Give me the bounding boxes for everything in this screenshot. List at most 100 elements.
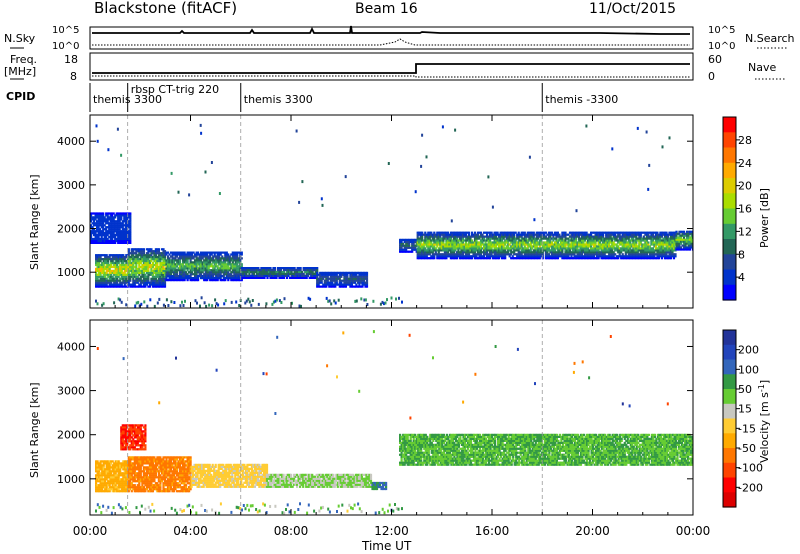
power-cell: [669, 249, 673, 252]
power-cell: [446, 235, 449, 238]
power-cell: [654, 243, 657, 246]
power-cell: [511, 257, 514, 260]
power-cell: [484, 239, 487, 242]
power-cell: [231, 257, 234, 260]
power-cell: [526, 247, 529, 250]
power-cell: [147, 285, 150, 288]
power-cell: [118, 230, 121, 233]
power-cell: [281, 272, 284, 275]
power-cell: [562, 231, 566, 234]
power-cell: [207, 275, 210, 278]
power-cell: [141, 271, 144, 274]
power-cell: [97, 232, 100, 235]
power-cell: [495, 233, 498, 236]
power-cell: [647, 241, 650, 244]
power-cell: [356, 285, 359, 288]
power-cell: [618, 253, 621, 256]
power-cell: [138, 252, 141, 255]
power-cell: [587, 237, 590, 240]
power-cell: [154, 256, 157, 259]
power-cell: [495, 247, 498, 250]
power-cell: [478, 255, 481, 258]
power-cell: [439, 253, 442, 256]
power-cell: [225, 265, 228, 268]
power-cell: [119, 279, 122, 282]
power-cell: [562, 253, 566, 256]
power-cell: [236, 255, 239, 258]
power-cell: [611, 255, 614, 258]
power-cell: [531, 239, 534, 242]
power-cell: [675, 238, 678, 241]
power-cell: [684, 248, 687, 251]
power-cell: [160, 279, 164, 282]
power-cell: [160, 281, 164, 284]
power-cell: [654, 257, 657, 260]
power-cell: [475, 257, 478, 260]
power-cell: [286, 270, 289, 274]
power-cell: [174, 267, 177, 270]
power-cell: [508, 239, 511, 242]
power-cell: [639, 253, 642, 256]
power-cell: [528, 233, 531, 236]
power-cell: [114, 222, 117, 225]
power-cell: [546, 253, 549, 256]
power-cell: [107, 285, 110, 288]
power-cell: [486, 235, 489, 238]
power-cell: [138, 285, 141, 288]
velocity-cell: [107, 466, 110, 469]
power-cell: [416, 231, 419, 234]
power-cell: [290, 272, 293, 275]
power-cell: [665, 235, 668, 238]
power-cell: [402, 238, 405, 241]
power-cell: [156, 265, 159, 269]
power-cell: [531, 257, 534, 260]
power-cell: [255, 272, 258, 275]
power-cell: [242, 274, 245, 277]
power-cell: [558, 251, 561, 254]
power-cell: [612, 245, 615, 248]
power-cell: [111, 220, 114, 223]
power-cell: [659, 237, 662, 240]
power-cell: [660, 257, 663, 260]
power-cell: [543, 235, 546, 238]
power-cell: [574, 249, 578, 252]
power-cell: [412, 244, 415, 247]
power-cell: [567, 245, 570, 248]
power-cell: [463, 235, 466, 238]
power-cell: [228, 275, 231, 278]
power-cell: [267, 270, 271, 274]
power-cell: [189, 279, 192, 282]
power-cell: [580, 241, 584, 244]
power-cell: [361, 271, 364, 274]
power-cell: [103, 232, 106, 235]
power-cell: [204, 259, 207, 262]
power-cell: [422, 245, 425, 248]
power-cell: [671, 253, 674, 256]
power-cell: [169, 251, 173, 254]
power-cell: [510, 245, 513, 248]
power-cell: [147, 281, 150, 284]
power-cell: [114, 214, 117, 217]
power-cell: [448, 241, 451, 244]
power-cell: [464, 249, 468, 252]
power-cell: [141, 275, 144, 278]
power-cell: [663, 249, 667, 252]
power-cell: [98, 256, 101, 259]
power-cell: [484, 251, 487, 254]
power-cell: [227, 255, 230, 258]
power-cell: [489, 247, 492, 250]
power-cell: [221, 261, 224, 264]
power-cell: [665, 253, 668, 256]
power-cell: [224, 299, 227, 303]
power-cell: [672, 245, 676, 248]
power-cell: [458, 251, 461, 254]
power-cell: [96, 258, 99, 261]
power-cell: [446, 233, 449, 236]
power-cell: [541, 257, 544, 260]
power-cell: [573, 257, 576, 260]
power-cell: [224, 279, 227, 282]
velocity-cell: [108, 486, 111, 489]
power-cell: [115, 212, 118, 215]
power-cell: [436, 249, 439, 252]
